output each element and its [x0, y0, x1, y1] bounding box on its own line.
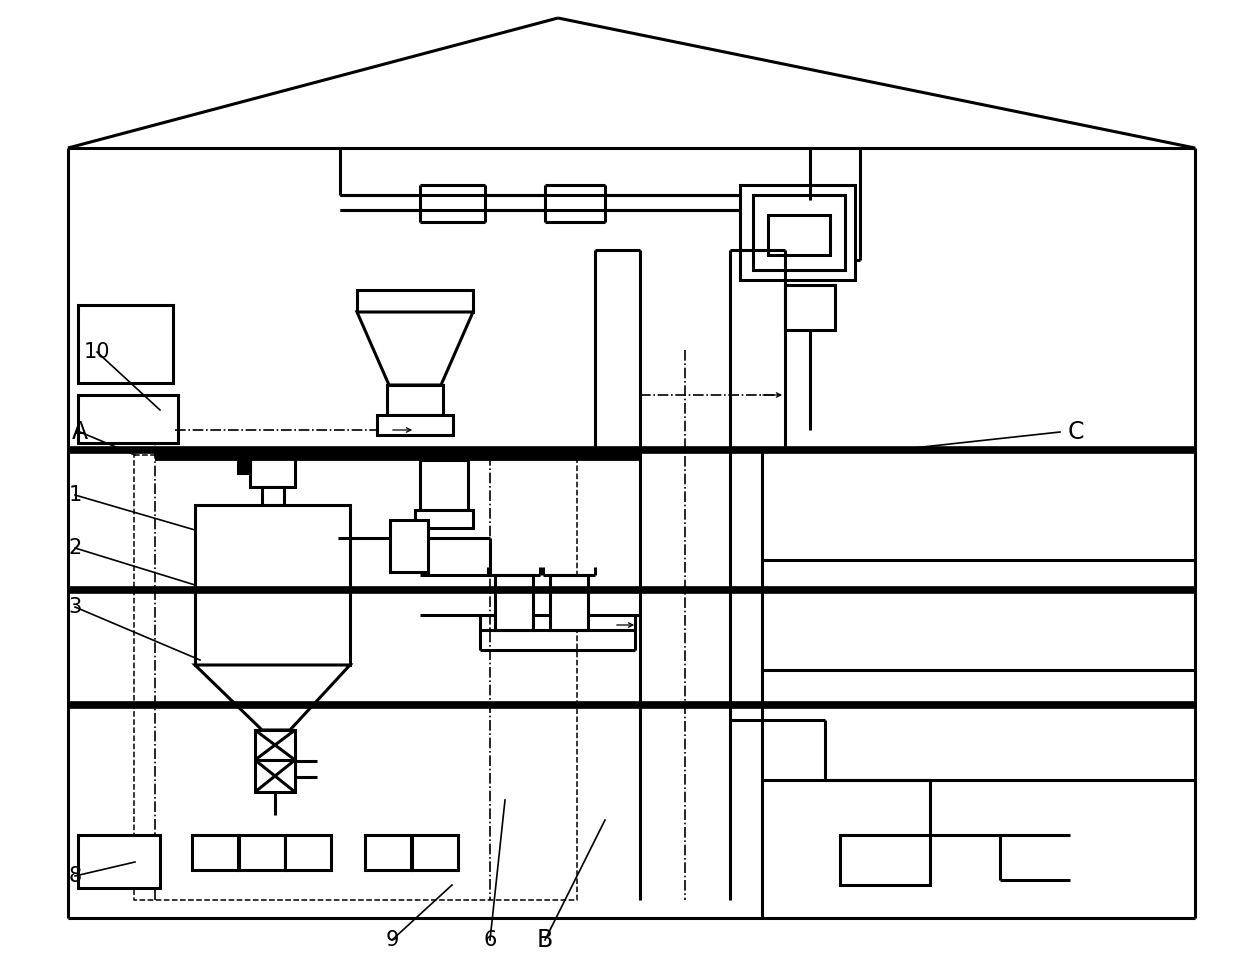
Bar — [261, 487, 284, 505]
Text: A: A — [72, 420, 88, 444]
Text: 6: 6 — [483, 930, 497, 950]
Text: 8: 8 — [68, 866, 82, 886]
Bar — [496, 575, 533, 630]
Text: C: C — [1068, 420, 1084, 444]
Bar — [238, 455, 250, 473]
Bar — [768, 215, 830, 255]
Bar — [840, 835, 930, 885]
Bar — [550, 575, 589, 630]
Bar — [420, 460, 468, 510]
Bar — [195, 505, 349, 665]
Bar — [255, 760, 295, 792]
Bar — [740, 185, 855, 280]
Bar — [78, 395, 178, 443]
Bar — [250, 455, 295, 487]
Bar — [78, 305, 173, 383]
Text: 9: 9 — [385, 930, 399, 950]
Polygon shape — [195, 665, 349, 730]
Bar — [753, 195, 845, 270]
Bar — [387, 385, 444, 415]
Bar — [192, 835, 238, 870]
Bar — [413, 835, 458, 870]
Bar — [390, 520, 427, 572]
Bar — [415, 510, 473, 528]
Bar — [285, 835, 331, 870]
Text: 10: 10 — [84, 342, 110, 362]
Bar — [255, 730, 295, 760]
Bar — [377, 415, 453, 435]
Text: 1: 1 — [68, 485, 82, 505]
Bar — [366, 835, 411, 870]
Bar — [239, 835, 285, 870]
Bar — [78, 835, 160, 888]
Text: 2: 2 — [68, 538, 82, 558]
Text: B: B — [536, 928, 553, 952]
Bar — [786, 285, 835, 330]
Polygon shape — [357, 312, 473, 385]
Bar — [357, 290, 473, 312]
Text: 3: 3 — [68, 597, 82, 617]
